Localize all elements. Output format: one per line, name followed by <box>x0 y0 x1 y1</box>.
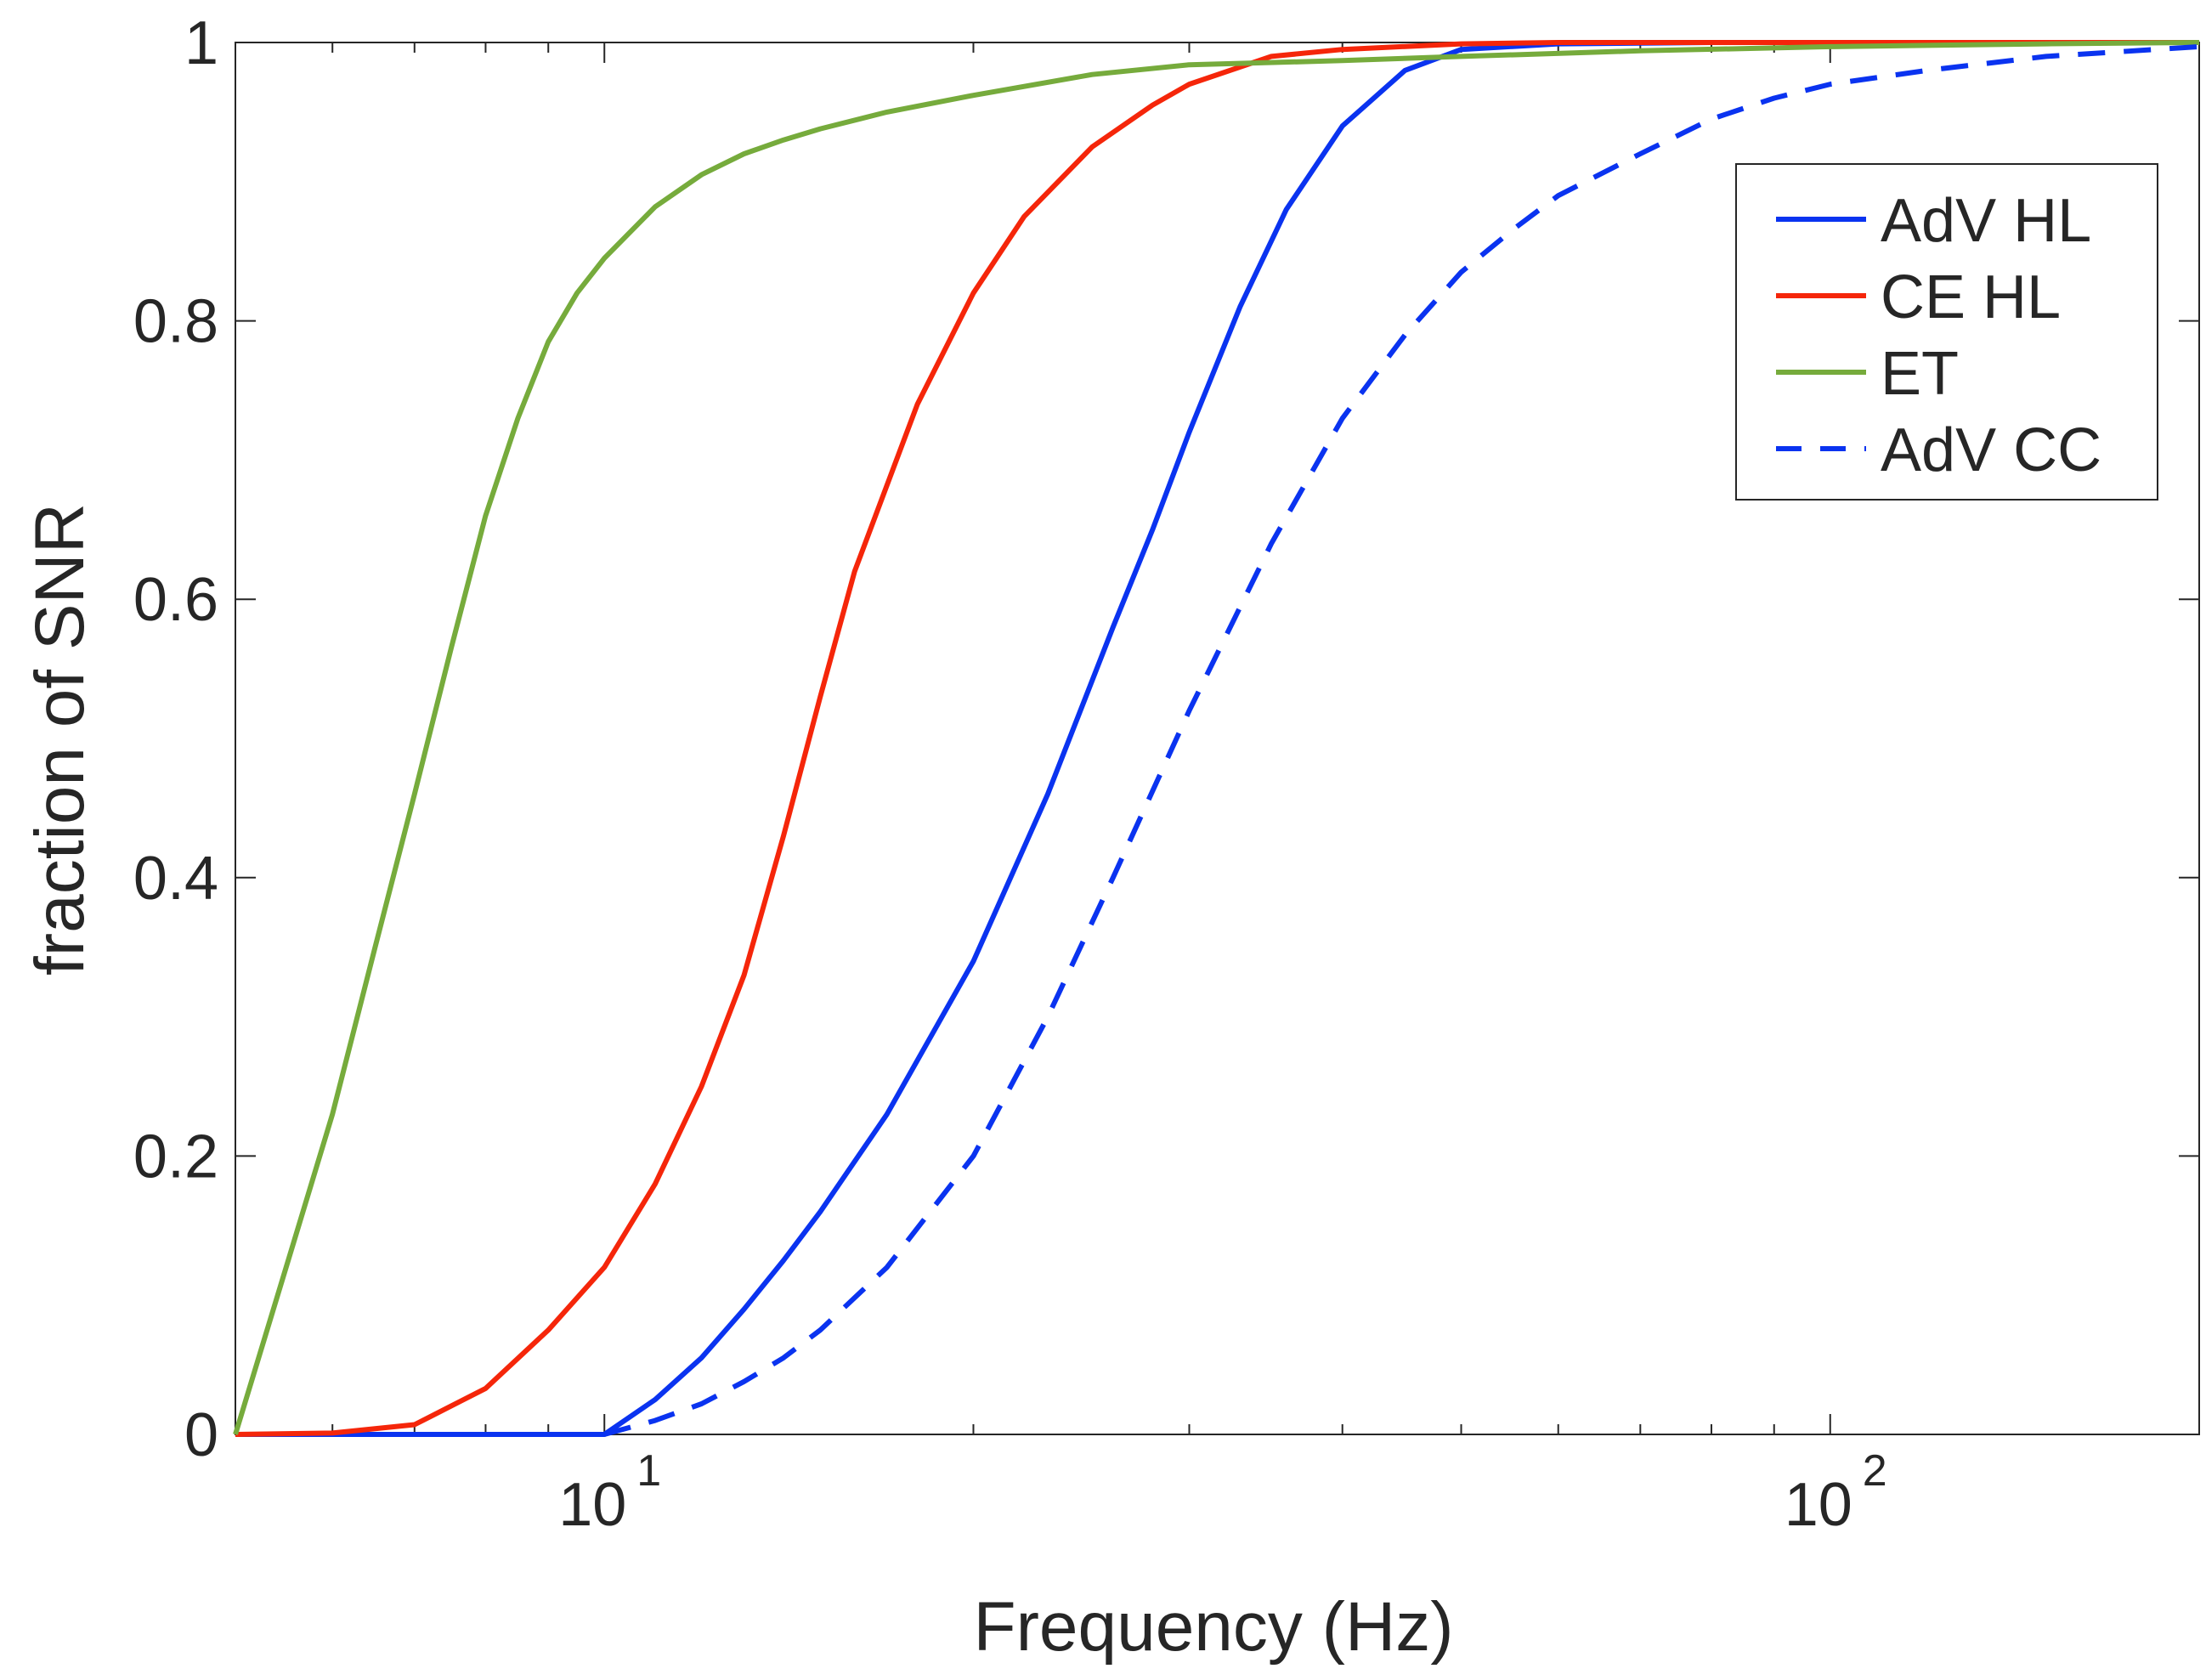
y-tick-label: 0.2 <box>133 1123 218 1191</box>
x-tick-label-base: 10 <box>558 1471 626 1539</box>
y-tick-label: 0.8 <box>133 288 218 356</box>
y-tick-label: 1 <box>184 9 218 77</box>
y-tick-label: 0.4 <box>133 845 218 913</box>
x-tick-label-exponent: 1 <box>636 1446 661 1496</box>
legend-label: AdV CC <box>1881 416 2101 484</box>
legend: AdV HL CE HL ET AdV CC <box>1735 163 2158 501</box>
axes-frame-group <box>235 42 2200 1435</box>
series-line-adv-hl <box>235 40 2199 1437</box>
legend-label: ET <box>1881 340 1959 408</box>
x-tick-label-base: 10 <box>1785 1471 1852 1539</box>
plot-area-frame <box>235 42 2200 1435</box>
y-tick-label: 0.6 <box>133 566 218 634</box>
x-tick-label-exponent: 2 <box>1863 1446 1887 1496</box>
series-line-ce-hl <box>235 40 2199 1437</box>
legend-label: CE HL <box>1881 263 2061 331</box>
series-group <box>233 40 2200 1437</box>
legend-label: AdV HL <box>1881 187 2091 255</box>
legend-box <box>1735 163 2158 501</box>
y-axis-label: fraction of SNR <box>21 503 99 976</box>
x-axis-label: Frequency (Hz) <box>973 1588 1453 1666</box>
y-tick-label: 0 <box>184 1401 218 1469</box>
series-line-et <box>233 40 2200 1435</box>
series-line-adv-cc <box>603 43 2200 1437</box>
